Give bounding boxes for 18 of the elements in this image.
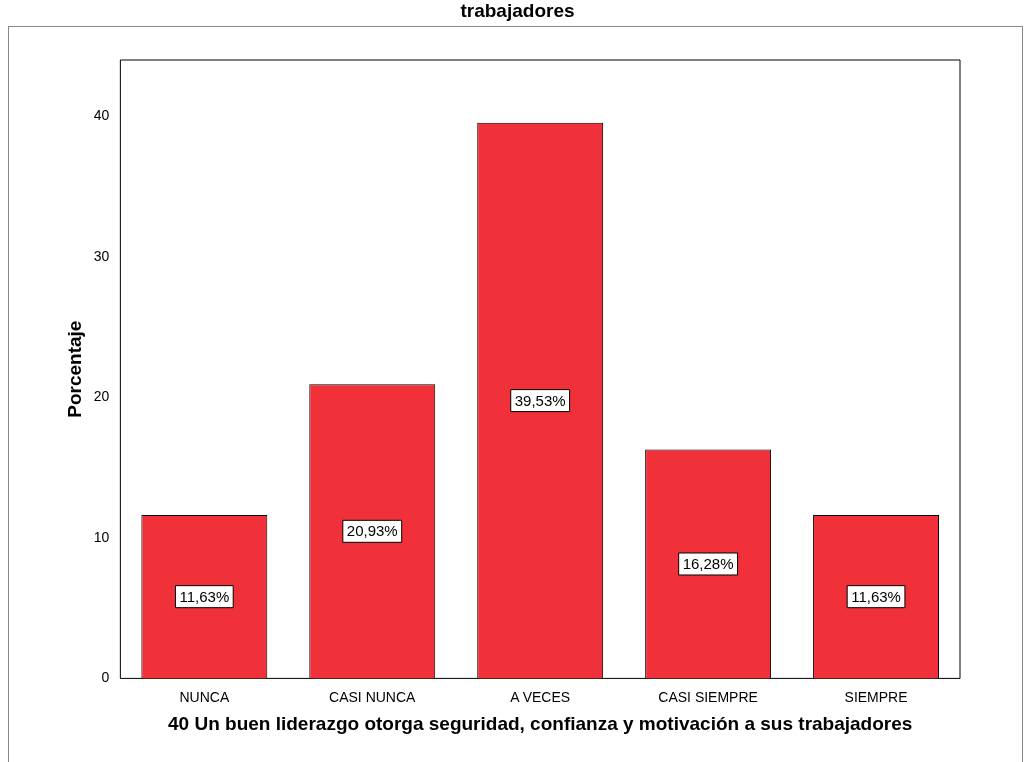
y-tick-label: 10 — [93, 528, 110, 545]
y-tick-label: 40 — [93, 107, 110, 124]
x-tick-label: SIEMPRE — [844, 688, 908, 705]
data-label: 11,63% — [851, 587, 901, 605]
data-label: 39,53% — [514, 391, 566, 409]
x-tick-label: CASI NUNCA — [329, 688, 417, 705]
data-label: 20,93% — [346, 522, 398, 540]
data-label: 16,28% — [682, 555, 734, 573]
data-label: 11,63% — [179, 587, 230, 605]
chart-title: trabajadores — [459, 0, 576, 22]
x-axis-title: 40 Un buen liderazgo otorga seguridad, confianza y motivación a sus trabajadores — [168, 712, 913, 734]
x-tick-label: NUNCA — [179, 688, 230, 705]
y-tick-label: 30 — [93, 247, 110, 264]
y-tick-label: 0 — [101, 669, 110, 686]
x-tick-label: A VECES — [510, 688, 571, 705]
y-tick-label: 20 — [93, 388, 110, 405]
y-axis-title: Porcentaje — [63, 320, 85, 418]
x-tick-label: CASI SIEMPRE — [658, 688, 758, 705]
